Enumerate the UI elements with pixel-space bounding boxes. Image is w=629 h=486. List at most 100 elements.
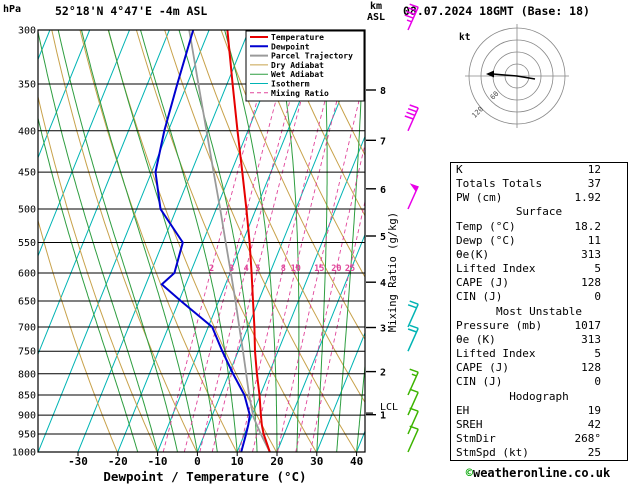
svg-text:Isotherm: Isotherm [271,80,310,89]
svg-text:0: 0 [194,455,201,468]
station-title: 52°18'N 4°47'E -4m ASL [55,4,208,18]
svg-text:1: 1 [380,411,386,422]
axis-tick-labels: 3003504004505005506006507007508008509009… [12,26,363,469]
stat-row: Temp (°C) 18.2 [451,220,627,234]
stat-value: 0 [594,375,601,389]
stat-row: PW (cm) 1.92 [451,191,627,205]
svg-text:Dry Adiabat: Dry Adiabat [271,60,324,70]
datetime-title: 08.07.2024 18GMT (Base: 18) [403,4,590,18]
stat-value: 18.2 [574,219,602,233]
svg-text:20: 20 [270,455,283,468]
site-name: weatheronline.co.uk [472,466,611,480]
stat-row: Dewp (°C) 11 [451,234,627,248]
stat-row: StmSpd (kt) 25 [451,446,627,460]
lcl-label: LCL [380,402,398,413]
stat-section-header: Surface [515,205,563,219]
svg-text:400: 400 [18,126,36,137]
svg-text:4: 4 [380,278,386,289]
stat-label: CIN (J) [456,290,503,304]
svg-text:Temperature: Temperature [271,33,324,42]
copyright-symbol: © [465,466,473,480]
wind-barbs [404,3,419,453]
km-asl-ticks: 1 2 3 4 5 6 7 8 [366,86,386,422]
stat-value: 128 [581,361,601,375]
stat-row: SREH 42 [451,418,627,432]
asl-axis-label: ASL [367,12,386,23]
plot-frame [37,29,366,453]
svg-text:650: 650 [18,297,36,308]
svg-text:700: 700 [18,323,36,334]
svg-text:-30: -30 [68,455,88,468]
mixing-ratio-axis-title: Mixing Ratio (g/kg) [387,212,399,332]
temperature-curve [226,30,271,452]
stat-label: Totals Totals [456,177,543,191]
stat-row: CAPE (J) 128 [451,276,627,290]
svg-text:1000: 1000 [12,448,36,459]
site-footer: ©weatheronline.co.uk [448,466,628,480]
svg-text:30: 30 [310,455,323,468]
svg-text:600: 600 [18,269,36,280]
stat-value: 5 [594,347,601,361]
stat-value: 0 [594,290,601,304]
stat-label: Lifted Index [456,347,536,361]
stat-label: SREH [456,417,483,431]
stat-row: Lifted Index 5 [451,262,627,276]
svg-text:8: 8 [281,264,286,274]
stat-section-header: Hodograph [509,389,569,403]
stat-label: Pressure (mb) [456,318,543,332]
pressure-unit-label: hPa [3,4,22,15]
svg-text:300: 300 [18,26,36,37]
svg-text:-20: -20 [108,455,128,468]
svg-text:800: 800 [18,369,36,380]
svg-text:Wet Adiabat: Wet Adiabat [271,69,324,79]
km-axis-label: km [370,1,383,12]
stat-label: StmDir [456,431,496,445]
svg-text:350: 350 [18,80,36,91]
svg-text:6: 6 [380,185,386,196]
parcel-trajectory-curve [188,30,271,452]
svg-text:2: 2 [209,264,214,274]
svg-text:550: 550 [18,238,36,249]
stat-row: θe (K) 313 [451,333,627,347]
svg-text:Dewpoint: Dewpoint [271,41,310,51]
stat-value: 11 [587,233,601,247]
svg-text:10: 10 [291,264,301,274]
svg-text:8: 8 [380,86,386,97]
svg-text:7: 7 [380,136,386,147]
stat-value: 42 [587,417,601,431]
hodograph-trace [492,73,536,80]
hodograph: 60 120 kt [459,24,569,128]
stat-value: 12 [587,163,601,176]
stat-label: StmSpd (kt) [456,446,529,460]
svg-text:-10: -10 [148,455,168,468]
hodograph-unit-label: kt [459,32,470,43]
stat-row: CAPE (J) 128 [451,361,627,375]
svg-text:3: 3 [380,324,386,335]
svg-text:750: 750 [18,347,36,358]
stat-label: Temp (°C) [456,219,516,233]
mixing-ratio-value-labels: 2 3 4 5 8 10 15 20 25 [209,264,355,274]
x-axis-title: Dewpoint / Temperature (°C) [103,469,306,484]
svg-text:15: 15 [314,264,324,274]
svg-text:25: 25 [345,264,355,274]
stat-row: StmDir 268° [451,432,627,446]
stat-label: PW (cm) [456,191,503,205]
stat-value: 19 [587,403,601,417]
svg-text:120: 120 [470,105,485,120]
stat-value: 25 [587,446,601,460]
stat-value: 5 [594,262,601,276]
svg-text:900: 900 [18,411,36,422]
stat-row: CIN (J) 0 [451,375,627,389]
svg-text:60: 60 [489,90,501,102]
svg-text:5: 5 [255,264,260,274]
stat-value: 313 [581,332,601,346]
stat-label: CAPE (J) [456,276,509,290]
stat-label: EH [456,403,470,417]
stat-label: Dewp (°C) [456,233,516,247]
svg-text:2: 2 [380,368,386,379]
stat-row: θe(K) 313 [451,248,627,262]
stat-row: K 12 [451,163,627,177]
svg-text:500: 500 [18,205,36,216]
